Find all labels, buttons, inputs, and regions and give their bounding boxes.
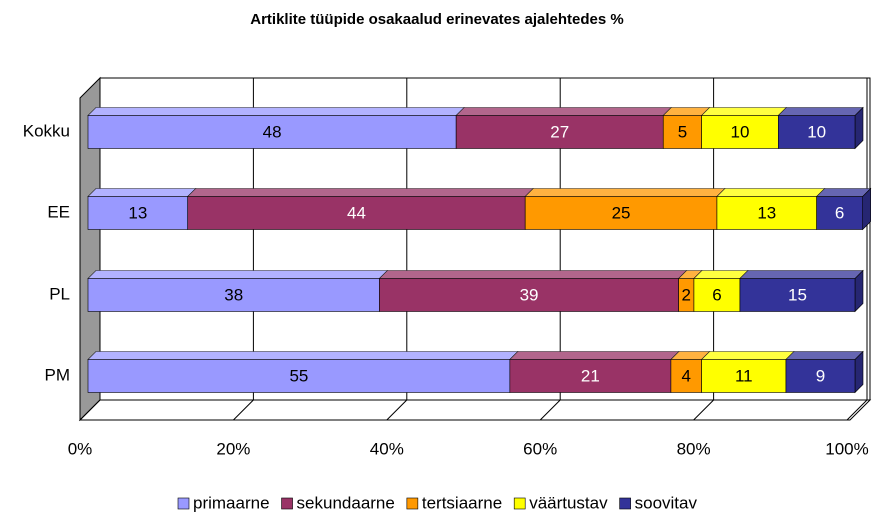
bar-top-shade [525, 188, 725, 197]
data-label: 2 [682, 285, 691, 304]
bar-top-shade [739, 270, 863, 279]
legend-label: soovitav [635, 493, 698, 512]
bar [816, 196, 863, 230]
bar-top-shade [88, 351, 518, 360]
bar [87, 196, 189, 230]
data-label: 13 [757, 203, 776, 222]
floor-line [693, 399, 714, 421]
bar [777, 115, 856, 149]
bar [739, 278, 856, 312]
x-tick-label: 60% [523, 439, 557, 458]
legend-swatch [619, 497, 631, 510]
x-tick-label: 0% [68, 439, 93, 458]
data-label: 25 [612, 203, 631, 222]
y-tick-label: Kokku [23, 121, 70, 140]
bar-top-shade [816, 188, 871, 197]
bar [524, 196, 718, 230]
data-label: 55 [289, 366, 308, 385]
bar [701, 115, 779, 149]
data-label: 44 [347, 203, 366, 222]
bar [716, 196, 817, 230]
data-label: 10 [807, 122, 826, 141]
data-label: 39 [520, 285, 539, 304]
x-tick-label: 40% [370, 439, 404, 458]
bar-top-shade [88, 270, 388, 279]
data-label: 48 [263, 122, 282, 141]
legend-label: tertsiaarne [422, 493, 502, 512]
legend-label: väärtustav [529, 493, 608, 512]
bar [87, 359, 511, 393]
y-tick-label: PM [45, 365, 71, 384]
legend-label: sekundaarne [297, 493, 395, 512]
data-label: 13 [128, 203, 147, 222]
bar-top-shade [701, 107, 787, 116]
bar [379, 278, 679, 312]
bar-side-shade [862, 188, 871, 230]
y-tick-label: PL [49, 284, 70, 303]
bar [509, 359, 672, 393]
data-label: 6 [835, 203, 844, 222]
bar-side-shade [855, 351, 863, 393]
bar-side-shade [855, 107, 863, 149]
bar [785, 359, 856, 393]
bar-top-shade [693, 270, 748, 279]
bar [670, 359, 702, 393]
data-label: 6 [712, 285, 721, 304]
bar-top-shade [187, 188, 534, 197]
data-label: 15 [788, 285, 807, 304]
bar-top-shade [716, 188, 825, 197]
floor-line [386, 399, 408, 421]
legend-swatch [177, 497, 190, 510]
bar-side-shade [855, 270, 863, 312]
bar-top-shade [778, 107, 863, 116]
floor-line [79, 399, 101, 421]
bar [187, 196, 526, 230]
bar-top-shade [670, 351, 710, 360]
data-label: 4 [682, 366, 691, 385]
bar-top-shade [456, 107, 672, 116]
bar [701, 359, 787, 393]
data-label: 21 [581, 366, 600, 385]
x-tick-label: 100% [825, 439, 868, 458]
bar-top-shade [88, 107, 465, 116]
data-label: 27 [550, 122, 569, 141]
bar-top-shade [379, 270, 687, 279]
legend-swatch [406, 497, 419, 510]
data-label: 9 [816, 366, 825, 385]
floor-line [539, 399, 561, 421]
legend: primaarne sekundaarne tertsiaarne väärtusta… [177, 493, 698, 512]
bar [693, 278, 741, 312]
data-label: 38 [224, 285, 243, 304]
bar [87, 278, 380, 312]
floor-line [233, 399, 254, 421]
bar [87, 115, 457, 149]
data-label: 11 [735, 366, 753, 385]
legend-swatch [513, 497, 526, 510]
bar [455, 115, 664, 149]
data-label: 10 [730, 122, 749, 141]
bar-top-shade [663, 107, 710, 116]
x-tick-label: 20% [216, 439, 250, 458]
floor-line [846, 399, 868, 421]
x-tick-label: 80% [677, 439, 711, 458]
bar-top-shade [88, 188, 196, 197]
chart-title: Artiklite tüüpide osakaalud erinevates a… [250, 11, 623, 28]
y-tick-label: EE [47, 202, 70, 221]
floor [78, 399, 872, 421]
bar-top-shade [509, 351, 679, 360]
bar-top-shade [785, 351, 863, 360]
bar-top-shade [678, 270, 702, 279]
legend-label: primaarne [193, 493, 270, 512]
bar-top-shade [701, 351, 794, 360]
legend-swatch [281, 497, 293, 510]
data-label: 5 [678, 122, 687, 141]
